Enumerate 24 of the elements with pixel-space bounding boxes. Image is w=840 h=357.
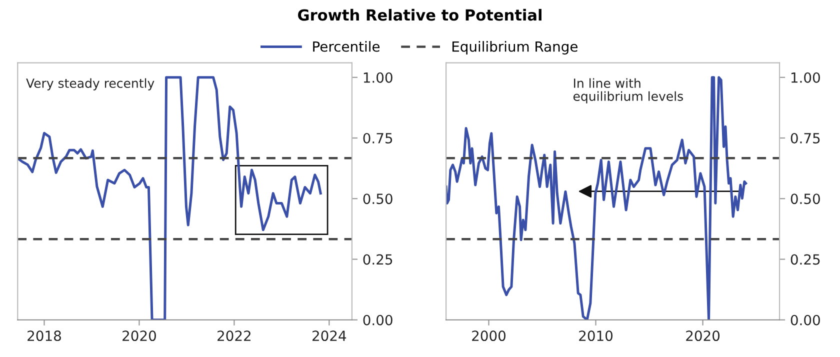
legend-label: Equilibrium Range bbox=[452, 41, 578, 54]
line-series bbox=[446, 76, 748, 320]
y-tick-label: 0.50 bbox=[790, 194, 820, 204]
y-tick-label: 0.75 bbox=[363, 132, 392, 144]
annotation: In line with equilibrium levels bbox=[573, 78, 683, 104]
text: Growth Relative to Potential bbox=[298, 8, 542, 21]
x-tick-label: 2022 bbox=[218, 330, 250, 342]
x-tick-label: 2000 bbox=[472, 330, 506, 342]
line-series bbox=[18, 76, 322, 320]
legend-label: Percentile bbox=[313, 41, 380, 52]
y-tick-label: 0.25 bbox=[790, 254, 820, 265]
x-tick-label: 2018 bbox=[28, 330, 61, 342]
x-tick-label: 2010 bbox=[579, 330, 613, 342]
y-tick-label: 0.25 bbox=[363, 254, 392, 265]
y-tick-label: 0.00 bbox=[363, 314, 392, 326]
y-tick-label: 0.50 bbox=[363, 194, 392, 204]
x-tick-label: 2020 bbox=[122, 330, 156, 342]
annotation: Very steady recently bbox=[26, 78, 154, 90]
y-tick-label: 0.00 bbox=[790, 314, 820, 326]
y-tick-label: 1.00 bbox=[791, 72, 820, 83]
x-tick-label: 2020 bbox=[686, 330, 720, 342]
y-tick-label: 1.00 bbox=[364, 72, 392, 83]
y-tick-label: 0.75 bbox=[790, 132, 820, 144]
x-tick-label: 2024 bbox=[312, 330, 346, 342]
